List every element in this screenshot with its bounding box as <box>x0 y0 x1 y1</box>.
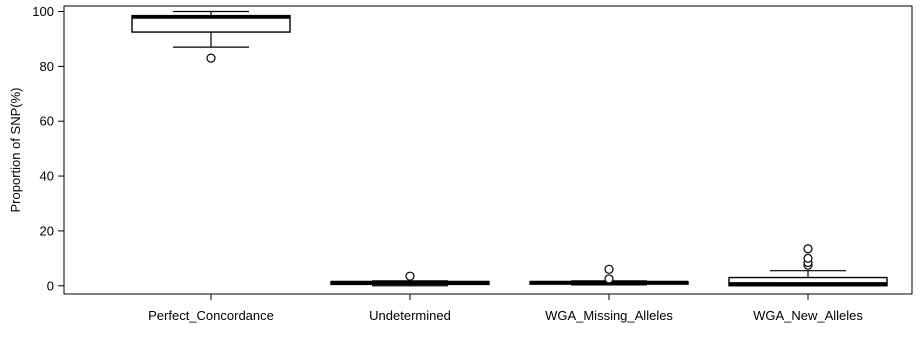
y-tick-label-40: 40 <box>40 169 54 184</box>
outlier-point <box>206 53 216 63</box>
box-group-WGA_New_Alleles <box>728 244 888 287</box>
outlier-point <box>604 264 614 274</box>
outlier-point <box>803 253 813 263</box>
box-group-Perfect_Concordance <box>131 10 291 63</box>
x-tick-label-Perfect_Concordance: Perfect_Concordance <box>148 308 274 323</box>
y-tick-label-20: 20 <box>40 223 54 238</box>
x-tick-label-WGA_Missing_Alleles: WGA_Missing_Alleles <box>545 308 673 323</box>
y-tick-label-100: 100 <box>32 4 54 19</box>
x-tick-label-Undetermined: Undetermined <box>369 308 451 323</box>
box-group-Undetermined <box>330 271 490 287</box>
y-axis-title: Proportion of SNP(%) <box>8 88 23 213</box>
y-tick-label-60: 60 <box>40 114 54 129</box>
outlier-point <box>405 271 415 281</box>
y-tick-label-0: 0 <box>47 278 54 293</box>
outlier-point <box>604 274 614 284</box>
box <box>728 276 888 287</box>
x-tick-label-WGA_New_Alleles: WGA_New_Alleles <box>753 308 863 323</box>
outlier-point <box>803 244 813 254</box>
box-group-WGA_Missing_Alleles <box>529 264 689 286</box>
plot-frame <box>63 5 913 295</box>
y-tick-label-80: 80 <box>40 59 54 74</box>
